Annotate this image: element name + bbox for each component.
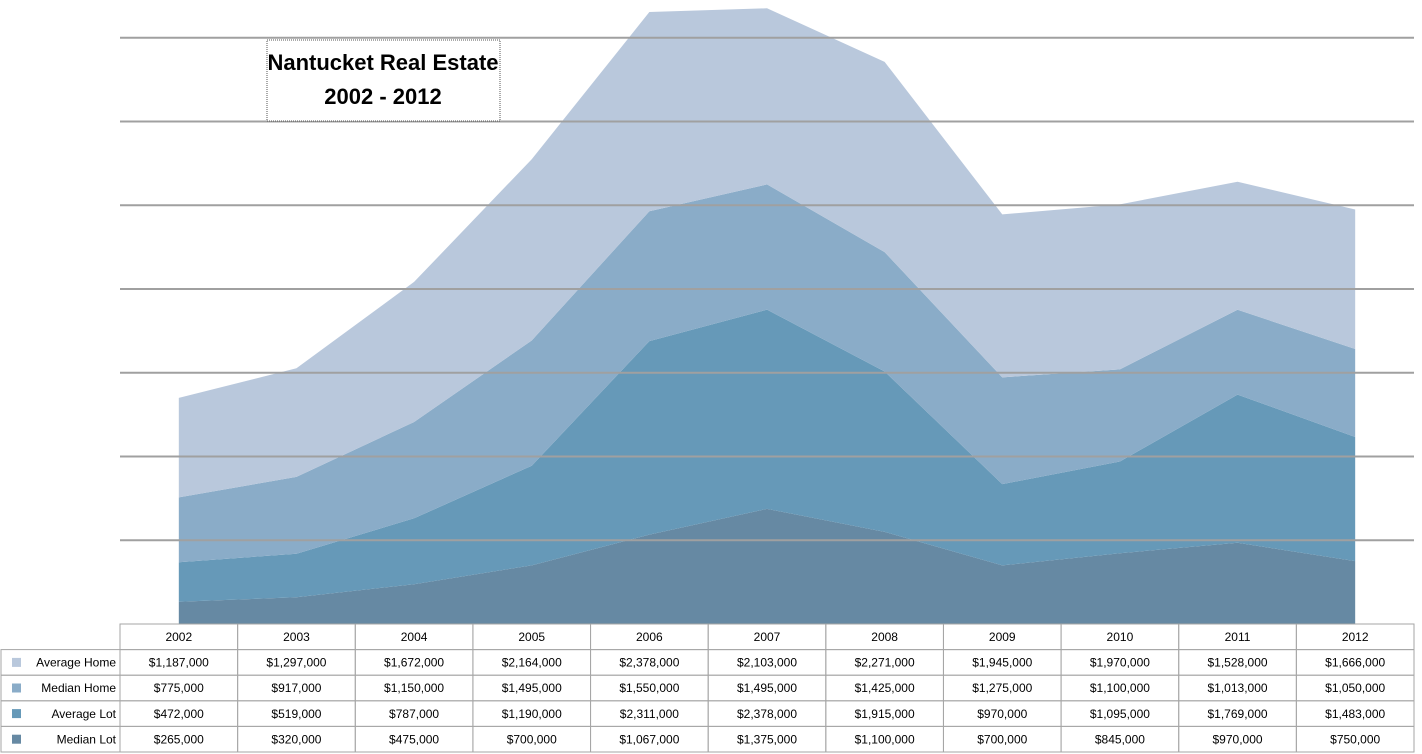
x-tick-label: 2006 bbox=[636, 630, 663, 644]
table-value: $1,095,000 bbox=[1090, 707, 1150, 721]
table-value: $1,275,000 bbox=[972, 681, 1032, 695]
table-value: $1,915,000 bbox=[855, 707, 915, 721]
legend-label: Median Lot bbox=[57, 732, 117, 746]
table-value: $1,495,000 bbox=[502, 681, 562, 695]
table-value: $1,672,000 bbox=[384, 656, 444, 670]
table-value: $1,150,000 bbox=[384, 681, 444, 695]
table-value: $700,000 bbox=[977, 732, 1027, 746]
table-value: $700,000 bbox=[507, 732, 557, 746]
x-tick-label: 2010 bbox=[1107, 630, 1134, 644]
table-value: $1,297,000 bbox=[266, 656, 326, 670]
table-value: $1,100,000 bbox=[1090, 681, 1150, 695]
legend-label: Median Home bbox=[41, 681, 116, 695]
chart-subtitle: 2002 - 2012 bbox=[324, 84, 441, 109]
legend-label: Average Lot bbox=[52, 707, 117, 721]
area bbox=[178, 8, 1356, 498]
x-tick-label: 2008 bbox=[871, 630, 898, 644]
area bbox=[178, 508, 1356, 624]
table-value: $475,000 bbox=[389, 732, 439, 746]
table-value: $519,000 bbox=[271, 707, 321, 721]
legend-swatch bbox=[12, 734, 21, 744]
table-value: $1,425,000 bbox=[855, 681, 915, 695]
table-value: $2,378,000 bbox=[737, 707, 797, 721]
table-value: $2,164,000 bbox=[502, 656, 562, 670]
table-value: $1,013,000 bbox=[1208, 681, 1268, 695]
table-value: $1,375,000 bbox=[737, 732, 797, 746]
table-value: $787,000 bbox=[389, 707, 439, 721]
x-tick-label: 2005 bbox=[518, 630, 545, 644]
table-value: $1,970,000 bbox=[1090, 656, 1150, 670]
legend-swatch bbox=[12, 657, 21, 667]
table-value: $1,495,000 bbox=[737, 681, 797, 695]
table-value: $2,271,000 bbox=[855, 656, 915, 670]
table-value: $1,945,000 bbox=[972, 656, 1032, 670]
table-value: $265,000 bbox=[154, 732, 204, 746]
x-tick-label: 2007 bbox=[754, 630, 781, 644]
chart-title: Nantucket Real Estate bbox=[267, 50, 498, 75]
plot-area bbox=[120, 8, 1414, 625]
table-value: $1,067,000 bbox=[619, 732, 679, 746]
table-value: $1,528,000 bbox=[1208, 656, 1268, 670]
x-tick-label: 2004 bbox=[401, 630, 428, 644]
legend-swatch bbox=[12, 709, 21, 719]
x-tick-label: 2012 bbox=[1342, 630, 1369, 644]
table-value: $1,187,000 bbox=[149, 656, 209, 670]
table-value: $1,550,000 bbox=[619, 681, 679, 695]
table-value: $472,000 bbox=[154, 707, 204, 721]
table-value: $750,000 bbox=[1330, 732, 1380, 746]
table-value: $917,000 bbox=[271, 681, 321, 695]
legend-label: Average Home bbox=[36, 656, 116, 670]
legend-swatch bbox=[12, 683, 21, 693]
table-value: $970,000 bbox=[1213, 732, 1263, 746]
table-value: $2,378,000 bbox=[619, 656, 679, 670]
table-value: $1,666,000 bbox=[1325, 656, 1385, 670]
table-value: $320,000 bbox=[271, 732, 321, 746]
table-value: $1,100,000 bbox=[855, 732, 915, 746]
area bbox=[178, 184, 1356, 563]
table-value: $2,311,000 bbox=[620, 707, 679, 721]
data-table: 2002 2003 2004 2005 2006 2007 2008 2009 2010 2011… bbox=[0, 623, 1415, 753]
title-box bbox=[266, 39, 501, 122]
table-value: $1,769,000 bbox=[1208, 707, 1268, 721]
table-value: $1,050,000 bbox=[1325, 681, 1385, 695]
table-value: $1,483,000 bbox=[1325, 707, 1385, 721]
table-value: $2,103,000 bbox=[737, 656, 797, 670]
x-tick-label: 2002 bbox=[165, 630, 192, 644]
x-tick-label: 2003 bbox=[283, 630, 310, 644]
table-value: $845,000 bbox=[1095, 732, 1145, 746]
x-tick-label: 2009 bbox=[989, 630, 1016, 644]
table-value: $775,000 bbox=[154, 681, 204, 695]
table-value: $970,000 bbox=[977, 707, 1027, 721]
table-cell bbox=[1295, 725, 1415, 753]
table-value: $1,190,000 bbox=[502, 707, 562, 721]
x-tick-label: 2011 bbox=[1225, 630, 1251, 644]
